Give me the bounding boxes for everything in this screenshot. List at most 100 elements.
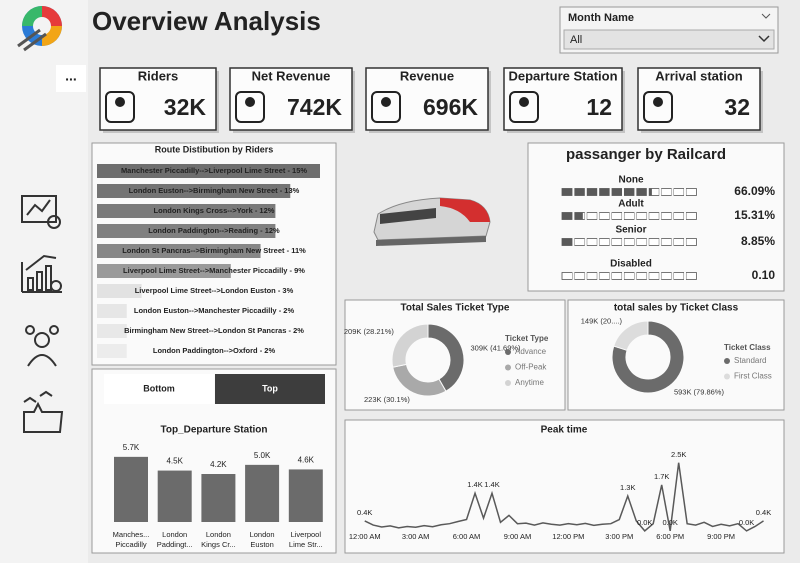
slicer-label: Month Name	[568, 12, 634, 24]
progress-gap	[597, 272, 600, 280]
progress-gap	[671, 212, 674, 220]
kpi-icon	[115, 97, 125, 107]
kpi-icon	[509, 91, 539, 123]
value-label: 4.5K	[166, 457, 183, 466]
bar	[97, 264, 231, 278]
bar	[97, 164, 320, 178]
x-tick-label: London	[162, 530, 187, 539]
more-button-bg[interactable]	[56, 65, 86, 92]
progress-track	[562, 272, 698, 280]
x-tick-label: 6:00 PM	[656, 532, 684, 541]
x-tick-label: 3:00 AM	[402, 532, 430, 541]
progress-gap	[622, 272, 624, 280]
kpi-card	[365, 67, 489, 131]
progress-gap	[584, 188, 587, 196]
progress-gap	[572, 238, 575, 246]
bar-label: London St Pancras-->Birmingham New Stree…	[122, 246, 306, 255]
slicer-value: All	[570, 34, 582, 46]
progress-fill	[562, 238, 575, 246]
sidebar	[0, 0, 88, 563]
data-label: 1.4K	[484, 480, 499, 489]
category-label: Senior	[615, 225, 646, 236]
slice-label: 593K (79.86%)	[674, 388, 725, 397]
x-tick-label: 12:00 PM	[552, 532, 584, 541]
category-label: Disabled	[610, 259, 652, 270]
data-label: 0.4K	[357, 508, 372, 517]
bar	[97, 184, 291, 198]
bar-label: Liverpool Lime Street-->Manchester Picca…	[123, 266, 305, 275]
value-label: 66.09%	[734, 184, 775, 198]
data-label: 0.0K	[662, 518, 677, 527]
x-tick-label: 12:00 AM	[349, 532, 381, 541]
toggle-option[interactable]	[215, 374, 325, 404]
x-tick-label: Manches...	[113, 530, 150, 539]
bar	[97, 204, 276, 218]
progress-gap	[609, 238, 612, 246]
x-tick-label: 9:00 AM	[504, 532, 532, 541]
progress-gap	[671, 272, 674, 280]
line	[364, 462, 764, 532]
data-label: 1.3K	[620, 483, 635, 492]
legend-label: Standard	[734, 356, 766, 365]
nav-icon[interactable]	[25, 325, 59, 367]
data-label: 0.0K	[739, 518, 754, 527]
bar-label: London Paddington-->Reading - 12%	[148, 226, 280, 235]
more-button[interactable]: ...	[65, 68, 77, 84]
kpi-value: 12	[586, 94, 612, 120]
progress-gap	[634, 238, 637, 246]
kpi-label: Net Revenue	[252, 68, 331, 83]
chart-title: Route Distibution by Riders	[155, 144, 274, 154]
category-label: None	[619, 175, 644, 186]
progress-gap	[659, 238, 662, 246]
kpi-icon	[381, 97, 391, 107]
progress-gap	[609, 188, 612, 196]
kpi-icon	[643, 91, 673, 123]
legend-marker	[505, 364, 511, 371]
bar-label: London Paddington-->Oxford - 2%	[153, 346, 276, 355]
progress-gap	[597, 188, 600, 196]
progress-gap	[634, 272, 637, 280]
nav-icon[interactable]	[21, 195, 61, 229]
bar	[114, 456, 148, 522]
bar	[157, 470, 192, 522]
toggle-option[interactable]	[104, 374, 214, 404]
legend-title: Ticket Class	[724, 343, 771, 352]
progress-gap	[584, 238, 587, 246]
progress-gap	[684, 272, 686, 280]
kpi-value: 32	[724, 94, 750, 120]
x-tick-label: Liverpool	[291, 530, 322, 539]
kpi-icon	[371, 91, 401, 123]
legend-label: Advance	[515, 347, 547, 356]
legend-marker	[724, 358, 730, 364]
toggle-label: Bottom	[143, 383, 175, 393]
progress-gap	[646, 238, 649, 246]
x-tick-label: 3:00 PM	[605, 532, 633, 541]
progress-gap	[659, 212, 662, 220]
slice-label: 149K (20....)	[581, 316, 623, 325]
chart-title: total sales by Ticket Class	[614, 303, 739, 314]
slice-label: 209K (28.21%)	[344, 327, 395, 336]
bar-label: Manchester Piccadilly-->Liverpool Lime S…	[121, 166, 307, 175]
progress-track	[562, 238, 698, 246]
chart-title: Peak time	[541, 425, 588, 436]
bar	[201, 474, 236, 522]
bar-label: London Euston-->Manchester Piccadilly - …	[134, 306, 295, 315]
legend-label: First Class	[734, 372, 772, 381]
x-tick-label: Kings Cr...	[201, 540, 236, 549]
slicer-chevron	[761, 13, 771, 19]
kpi-label: Revenue	[400, 68, 454, 83]
x-tick-label: 9:00 PM	[707, 532, 735, 541]
slice-label: 223K (30.1%)	[364, 395, 410, 404]
nav-icon[interactable]	[21, 254, 62, 293]
slice-label: 309K (41.69%)	[471, 344, 522, 353]
kpi-value: 742K	[287, 94, 342, 120]
slicer-dropdown[interactable]	[563, 29, 775, 50]
progress-gap	[659, 188, 662, 196]
nav-icon[interactable]	[23, 390, 64, 433]
kpi-label: Departure Station	[508, 68, 617, 83]
bar-label: London Euston-->Birmingham New Street - …	[129, 186, 300, 195]
bar	[97, 324, 127, 338]
bar-label: London Kings Cross-->York - 12%	[154, 206, 275, 215]
legend-label: Anytime	[515, 378, 544, 387]
donut-slice	[391, 323, 429, 368]
